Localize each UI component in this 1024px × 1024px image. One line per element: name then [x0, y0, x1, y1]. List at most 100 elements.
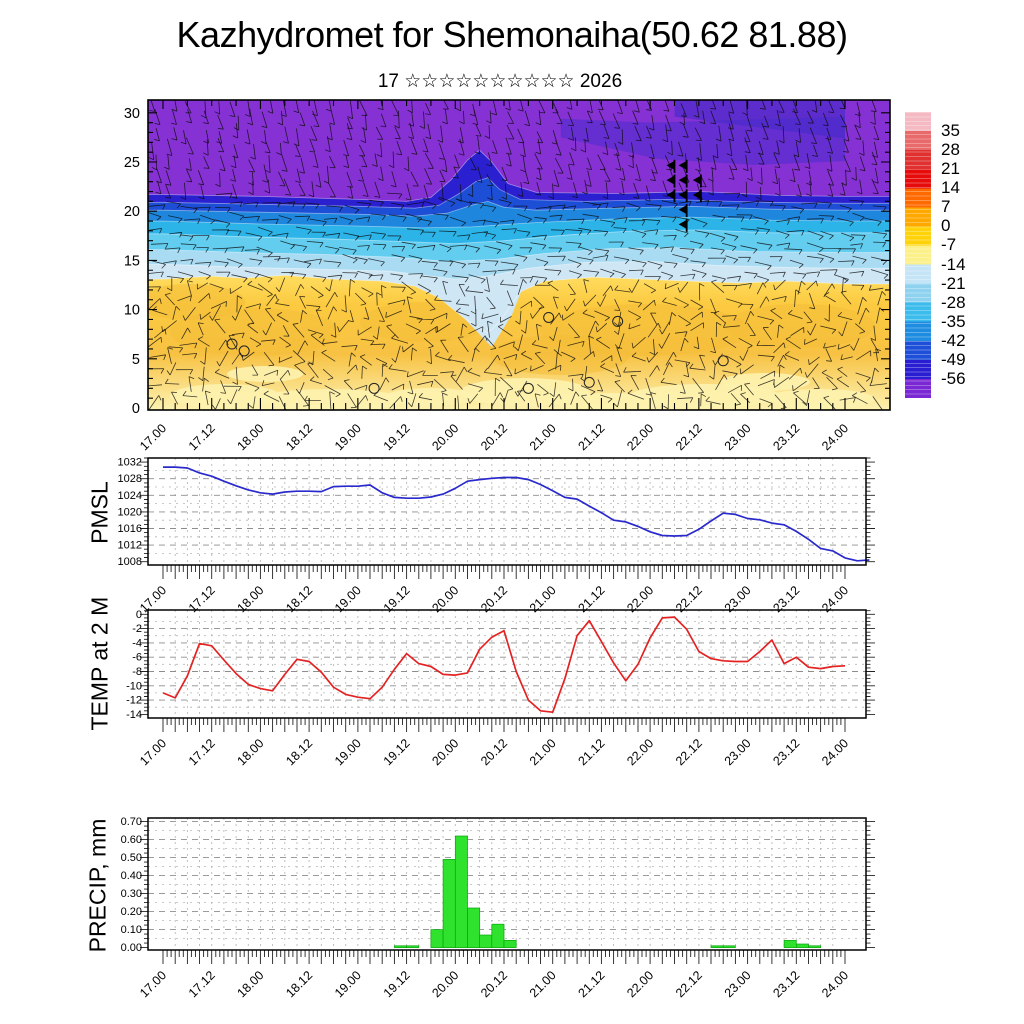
pmsl-frame	[147, 457, 867, 566]
svg-text:18.12: 18.12	[283, 968, 315, 1000]
svg-text:0.00: 0.00	[121, 942, 142, 954]
svg-text:20.12: 20.12	[478, 421, 510, 453]
temp-line	[162, 616, 846, 714]
temp-frame	[147, 609, 867, 719]
svg-text:0.60: 0.60	[121, 834, 142, 846]
colorbar-tick-label: 28	[941, 140, 960, 160]
svg-text:17.12: 17.12	[186, 736, 218, 768]
svg-text:19.12: 19.12	[381, 736, 413, 768]
calm-wind-circle	[368, 382, 380, 394]
svg-text:-12: -12	[126, 695, 142, 707]
svg-text:-8: -8	[132, 666, 142, 678]
svg-text:0: 0	[132, 401, 140, 417]
svg-text:0.50: 0.50	[121, 852, 142, 864]
colorbar-tick-label: 14	[941, 178, 960, 198]
precip-bar	[454, 835, 468, 948]
svg-text:20.00: 20.00	[429, 421, 461, 453]
precip-bar	[467, 907, 481, 948]
svg-text:22.00: 22.00	[624, 968, 656, 1000]
svg-text:0.10: 0.10	[121, 924, 142, 936]
svg-text:17.00: 17.00	[137, 968, 169, 1000]
svg-text:18.12: 18.12	[283, 421, 315, 453]
svg-text:0: 0	[136, 609, 142, 621]
colorbar-tick-label: 21	[941, 159, 960, 179]
svg-text:24.00: 24.00	[819, 968, 851, 1000]
svg-text:22.12: 22.12	[673, 421, 705, 453]
svg-text:20.00: 20.00	[429, 736, 461, 768]
svg-text:10: 10	[124, 303, 140, 319]
svg-text:1028: 1028	[118, 473, 142, 485]
svg-text:18.00: 18.00	[235, 968, 267, 1000]
svg-text:20: 20	[124, 204, 140, 220]
colorbar-tick-label: -14	[941, 254, 966, 274]
svg-text:21.12: 21.12	[576, 968, 608, 1000]
svg-text:30: 30	[124, 106, 140, 122]
svg-text:1020: 1020	[118, 506, 142, 518]
svg-text:21.00: 21.00	[527, 421, 559, 453]
svg-text:23.12: 23.12	[770, 968, 802, 1000]
svg-text:23.12: 23.12	[770, 736, 802, 768]
svg-text:18.00: 18.00	[235, 736, 267, 768]
cross-section-panel: 0 5 10 15 20 25 30 17.00 17.12 18.00 18.12 19.00 19.…	[124, 99, 891, 453]
precip-ticks	[140, 821, 875, 964]
svg-text:21.00: 21.00	[527, 736, 559, 768]
svg-text:20.12: 20.12	[478, 736, 510, 768]
temp-ticks	[140, 610, 875, 732]
svg-text:15: 15	[124, 253, 140, 269]
svg-text:-10: -10	[126, 680, 142, 692]
cross-section-frame	[147, 99, 891, 411]
precip-bar	[722, 945, 736, 948]
svg-text:0.20: 0.20	[121, 906, 142, 918]
precip-bar	[808, 945, 822, 948]
precip-frame	[147, 817, 867, 951]
precip-x-labels: 17.00 17.12 18.00 18.12 19.00 19.12 20.00 20.12…	[137, 968, 851, 1000]
svg-text:19.12: 19.12	[381, 968, 413, 1000]
precip-bar	[795, 943, 809, 948]
svg-text:19.00: 19.00	[332, 968, 364, 1000]
cold-tongue	[439, 284, 525, 347]
calm-wind-circle	[543, 311, 555, 323]
svg-text:19.00: 19.00	[332, 421, 364, 453]
svg-text:24.00: 24.00	[819, 421, 851, 453]
upper-dark-swath-1	[674, 100, 845, 139]
page-title: Kazhydromet for Shemonaiha(50.62 81.88)	[176, 14, 848, 55]
pmsl-line	[163, 466, 870, 562]
precip-bar	[406, 945, 420, 948]
svg-text:22.00: 22.00	[624, 421, 656, 453]
colorbar-tick-label: 7	[941, 197, 951, 217]
colorbar-level-stripes	[905, 112, 931, 398]
date-subtitle: 17 ☆☆☆☆☆☆☆☆☆☆ 2026	[377, 71, 623, 92]
svg-text:17.12: 17.12	[186, 968, 218, 1000]
svg-text:25: 25	[124, 155, 140, 171]
svg-text:19.12: 19.12	[381, 421, 413, 453]
colorbar-tick-label: -28	[941, 292, 966, 312]
precip-bar	[479, 934, 493, 948]
precip-bar	[783, 940, 797, 948]
svg-text:0.30: 0.30	[121, 888, 142, 900]
svg-text:23.00: 23.00	[722, 421, 754, 453]
precip-bar	[491, 923, 505, 948]
svg-text:23.00: 23.00	[722, 968, 754, 1000]
temp-y-labels: 0 -2 -4 -6 -8 -10 -12 -14	[126, 609, 142, 721]
cross-section-ticks	[148, 100, 890, 410]
svg-text:21.12: 21.12	[576, 736, 608, 768]
precip-bar	[710, 945, 724, 948]
svg-text:23.12: 23.12	[770, 421, 802, 453]
svg-text:24.00: 24.00	[819, 736, 851, 768]
colorbar-tick-label: -42	[941, 330, 966, 350]
svg-text:21.12: 21.12	[576, 421, 608, 453]
svg-text:17.00: 17.00	[137, 736, 169, 768]
svg-text:18.00: 18.00	[235, 421, 267, 453]
calm-wind-circle	[612, 315, 624, 327]
svg-text:0.70: 0.70	[121, 816, 142, 828]
colorbar-tick-label: -49	[941, 349, 966, 369]
colorbar-tick-label: -56	[941, 368, 966, 388]
colorbar-tick-label: 0	[941, 216, 951, 236]
svg-text:1008: 1008	[118, 556, 142, 568]
downdraft-arrow-flags	[666, 159, 702, 232]
precip-bar	[430, 929, 444, 948]
precip-bars	[394, 835, 822, 948]
